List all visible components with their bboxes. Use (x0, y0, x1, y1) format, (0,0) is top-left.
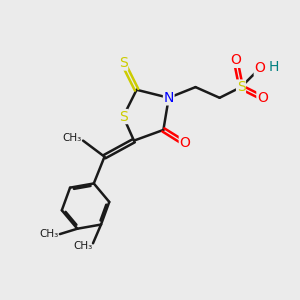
Text: CH₃: CH₃ (62, 133, 82, 143)
Text: O: O (230, 53, 241, 67)
Text: CH₃: CH₃ (74, 241, 93, 251)
Text: O: O (254, 61, 265, 75)
Text: H: H (269, 60, 280, 74)
Text: S: S (119, 110, 128, 124)
Text: O: O (257, 91, 268, 105)
Text: CH₃: CH₃ (39, 229, 58, 239)
Text: O: O (179, 136, 190, 150)
Text: N: N (164, 91, 174, 105)
Text: S: S (237, 80, 245, 94)
Text: S: S (119, 56, 128, 70)
